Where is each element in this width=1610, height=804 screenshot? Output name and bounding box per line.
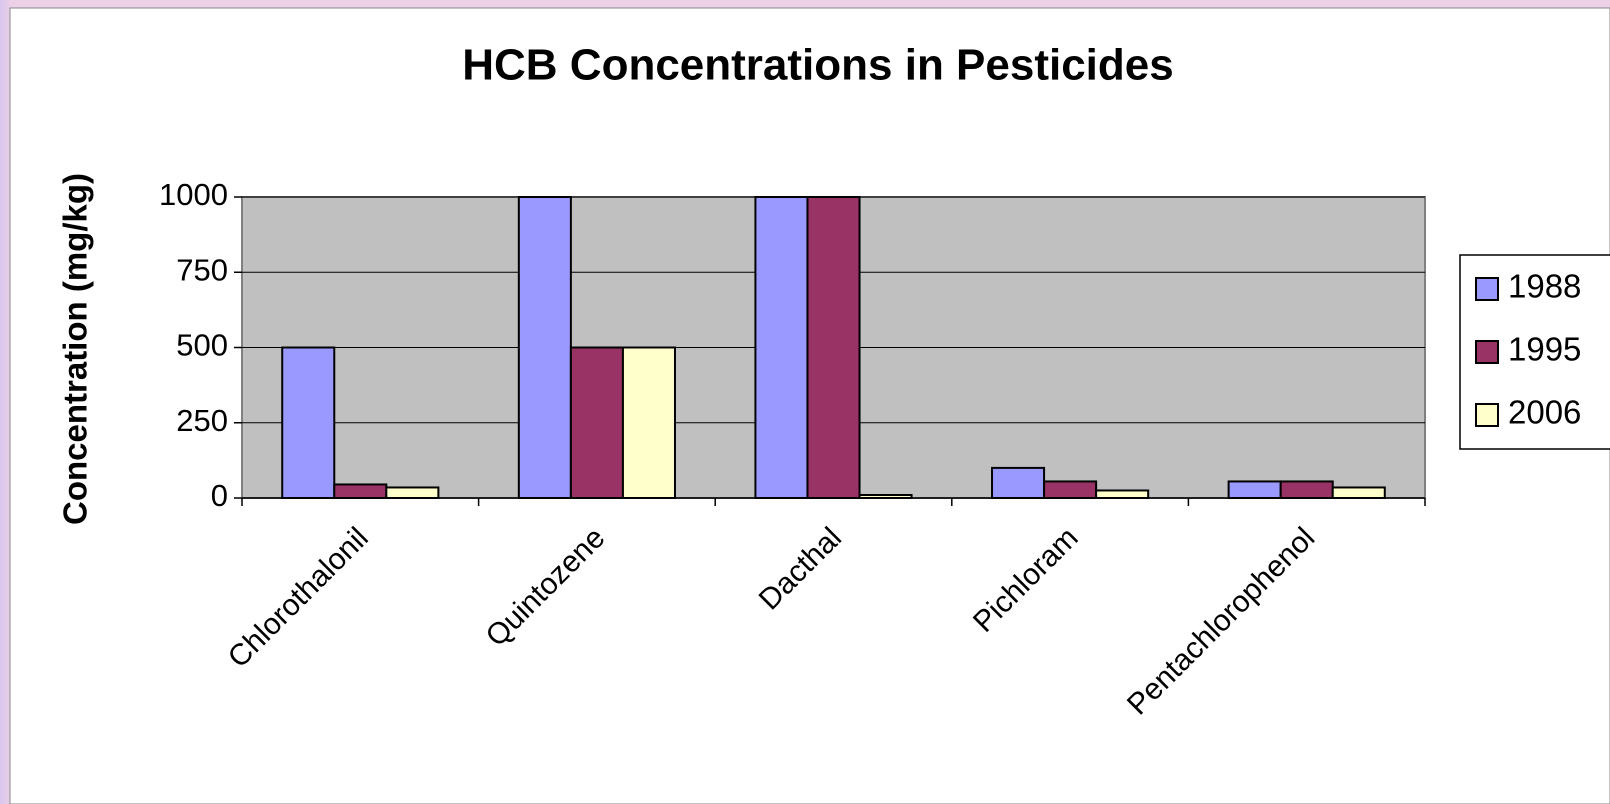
y-tick-label: 1000 — [159, 177, 228, 212]
y-tick-label: 250 — [176, 403, 228, 438]
bar — [858, 493, 913, 499]
bar — [1043, 480, 1098, 500]
bar — [621, 346, 676, 499]
bar — [1279, 480, 1334, 500]
bar — [517, 196, 572, 499]
y-tick-label: 500 — [176, 328, 228, 363]
bar — [806, 196, 861, 499]
legend-label: 1995 — [1508, 331, 1581, 368]
bar — [281, 346, 336, 499]
bar — [1095, 489, 1150, 500]
y-tick-label: 0 — [211, 478, 228, 513]
y-tick-label: 750 — [176, 252, 228, 287]
legend-swatch — [1475, 277, 1499, 301]
legend-swatch — [1475, 340, 1499, 364]
bar — [385, 486, 440, 499]
legend-swatch — [1475, 403, 1499, 427]
legend-label: 1988 — [1508, 268, 1581, 305]
chart-title: HCB Concentrations in Pesticides — [462, 41, 1173, 90]
bar — [754, 196, 809, 499]
y-axis-label: Concentration (mg/kg) — [57, 173, 94, 525]
legend-label: 2006 — [1508, 394, 1581, 431]
bar — [1227, 480, 1282, 500]
bar — [1331, 486, 1386, 499]
bar — [333, 483, 388, 499]
bar — [991, 466, 1046, 499]
bar — [569, 346, 624, 499]
